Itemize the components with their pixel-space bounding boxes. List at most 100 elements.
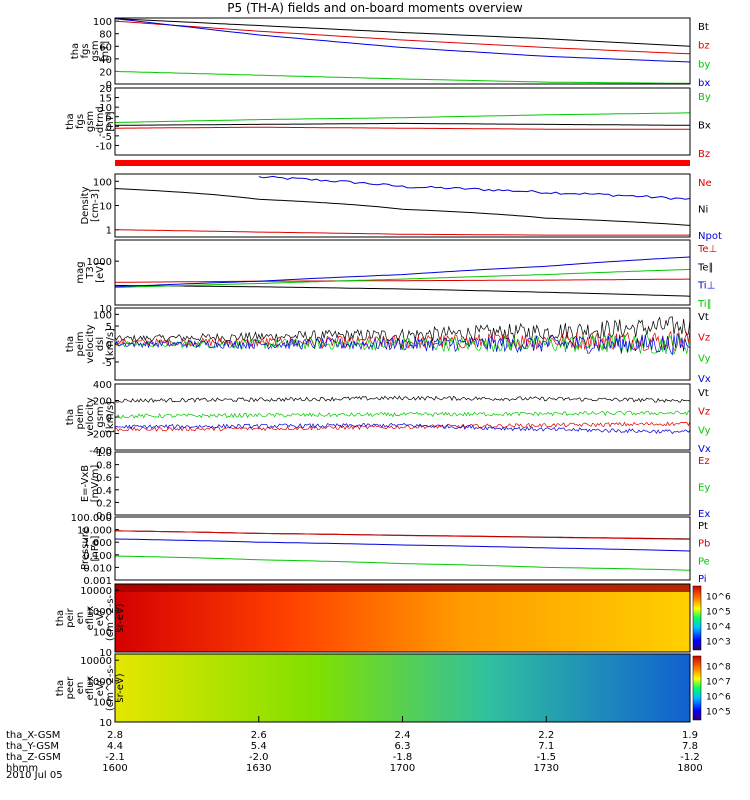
legend-entry: Vt	[698, 388, 709, 399]
series-line	[114, 334, 691, 355]
y-tick-label: 10	[99, 304, 112, 315]
y-axis-label-line: tha	[55, 610, 66, 626]
legend-entry: Ni	[698, 205, 708, 216]
y-axis-label: tha peer en eflux eV/(cm^2-s-sr-eV)	[55, 664, 126, 711]
ephemeris-value: 2.4	[395, 730, 411, 741]
colorbar-label: 10^3	[706, 638, 731, 648]
panel-frame	[114, 516, 691, 581]
series-line	[114, 538, 691, 552]
y-tick-label: 1000	[87, 257, 112, 268]
colorbar	[692, 655, 702, 721]
legend-entry: Bx	[698, 121, 711, 132]
legend-entry: Ex	[698, 509, 710, 520]
y-tick-label: 0	[106, 80, 112, 91]
ephemeris-label: hhmm	[6, 763, 38, 774]
legend-entry: Ne	[698, 178, 712, 189]
y-axis-label-line: en	[75, 682, 86, 695]
panel-frame	[114, 451, 691, 516]
colorbar-label: 10^5	[706, 608, 731, 618]
legend-entry: Te⊥	[697, 244, 717, 255]
ephemeris-value: 6.3	[395, 741, 411, 752]
legend-entry: Ti⊥	[697, 281, 715, 292]
spectrogram-fill	[115, 654, 690, 722]
y-axis-label-line: [eV]	[95, 262, 106, 283]
y-axis-label: mag T3 [eV]	[75, 261, 106, 283]
y-tick-label: 0.2	[96, 498, 112, 509]
colorbar-label: 10^8	[706, 663, 731, 673]
y-tick-label: 0	[106, 122, 112, 133]
legend-entry: Vz	[698, 333, 710, 344]
series-line	[114, 284, 691, 297]
y-tick-label: 5	[106, 322, 112, 333]
y-tick-label: 0	[106, 340, 112, 351]
series-line	[114, 332, 691, 356]
colorbar-label: 10^4	[706, 623, 731, 633]
y-axis-label-line: [km/s]	[105, 328, 116, 360]
y-tick-label: -5	[102, 132, 112, 143]
legend-entry: Pi	[698, 574, 707, 585]
legend-entry: bz	[698, 41, 710, 52]
y-axis-label-line: tha	[65, 336, 76, 352]
y-axis-label-line: (cm^2-s-	[105, 664, 116, 711]
ephemeris-value: -1.2	[680, 752, 700, 763]
y-tick-label: 0.001	[83, 576, 112, 587]
legend-entry: Vx	[698, 444, 711, 455]
y-tick-label: 60	[99, 42, 112, 53]
series-line	[114, 112, 690, 123]
panel-frame	[114, 239, 691, 306]
y-tick-label: -10	[96, 141, 112, 152]
y-tick-label: 10	[99, 648, 112, 659]
y-axis-label-line: [cm-3]	[90, 189, 101, 222]
panel-frame	[114, 307, 691, 381]
figure-title: P5 (TH-A) fields and on-board moments ov…	[227, 1, 523, 15]
y-tick-label: 100	[93, 627, 112, 638]
date-label: 2010 Jul 05	[6, 770, 63, 781]
series-line	[115, 122, 690, 126]
y-tick-label: -200	[89, 430, 112, 441]
y-axis-label-line: [nT]	[105, 111, 116, 131]
legend-entry: Vy	[698, 425, 711, 436]
y-tick-label: 5	[106, 113, 112, 124]
ephemeris-value: 2.6	[251, 730, 267, 741]
y-tick-label: 0.8	[96, 461, 112, 472]
legend-entry: Bt	[698, 22, 709, 33]
y-tick-label: 20	[99, 67, 112, 78]
y-tick-label: 1.0	[96, 448, 112, 459]
y-tick-label: 0.6	[96, 473, 112, 484]
series-line	[114, 268, 691, 288]
series-line	[114, 18, 691, 47]
ephemeris-label: tha_Y-GSM	[6, 741, 59, 752]
y-axis-label-line: [nT]	[100, 41, 111, 61]
series-line	[114, 410, 691, 419]
y-axis-label-line: (cm^2-s-	[105, 594, 116, 641]
y-tick-label: 0.0	[96, 511, 112, 522]
y-axis-label-line: sr-eV)	[115, 603, 126, 632]
ephemeris-value: 1600	[102, 763, 127, 774]
series-line	[114, 70, 691, 84]
legend-entry: Pe	[698, 556, 710, 567]
ephemeris-value: 1800	[677, 763, 702, 774]
y-axis-label: Pressure [nPa]	[80, 527, 101, 570]
y-axis-label-line: Density	[80, 186, 91, 224]
ephemeris-value: -1.8	[393, 752, 413, 763]
spectrogram-band	[115, 584, 690, 592]
y-tick-label: 1000	[87, 677, 112, 688]
ephemeris-value: 1.9	[682, 730, 698, 741]
panel-frame	[114, 17, 691, 85]
ephemeris-value: 7.8	[682, 741, 698, 752]
legend-entry: Bz	[698, 149, 710, 160]
y-axis-label: tha peim velocity gsm [km/s]	[65, 397, 116, 436]
ephemeris-value: 5.4	[251, 741, 267, 752]
series-line	[114, 18, 691, 63]
legend-entry: Vy	[698, 353, 711, 364]
panel-frame	[114, 383, 691, 451]
y-axis-label-line: tha	[65, 113, 76, 129]
y-tick-label: 10000	[80, 656, 112, 667]
y-tick-label: 100	[93, 177, 112, 188]
series-line	[114, 395, 691, 403]
y-axis-label-line: mag	[75, 261, 86, 283]
colorbar-label: 10^6	[706, 593, 731, 603]
separator-bar	[115, 160, 690, 166]
y-axis-label-line: fgs	[75, 114, 86, 129]
